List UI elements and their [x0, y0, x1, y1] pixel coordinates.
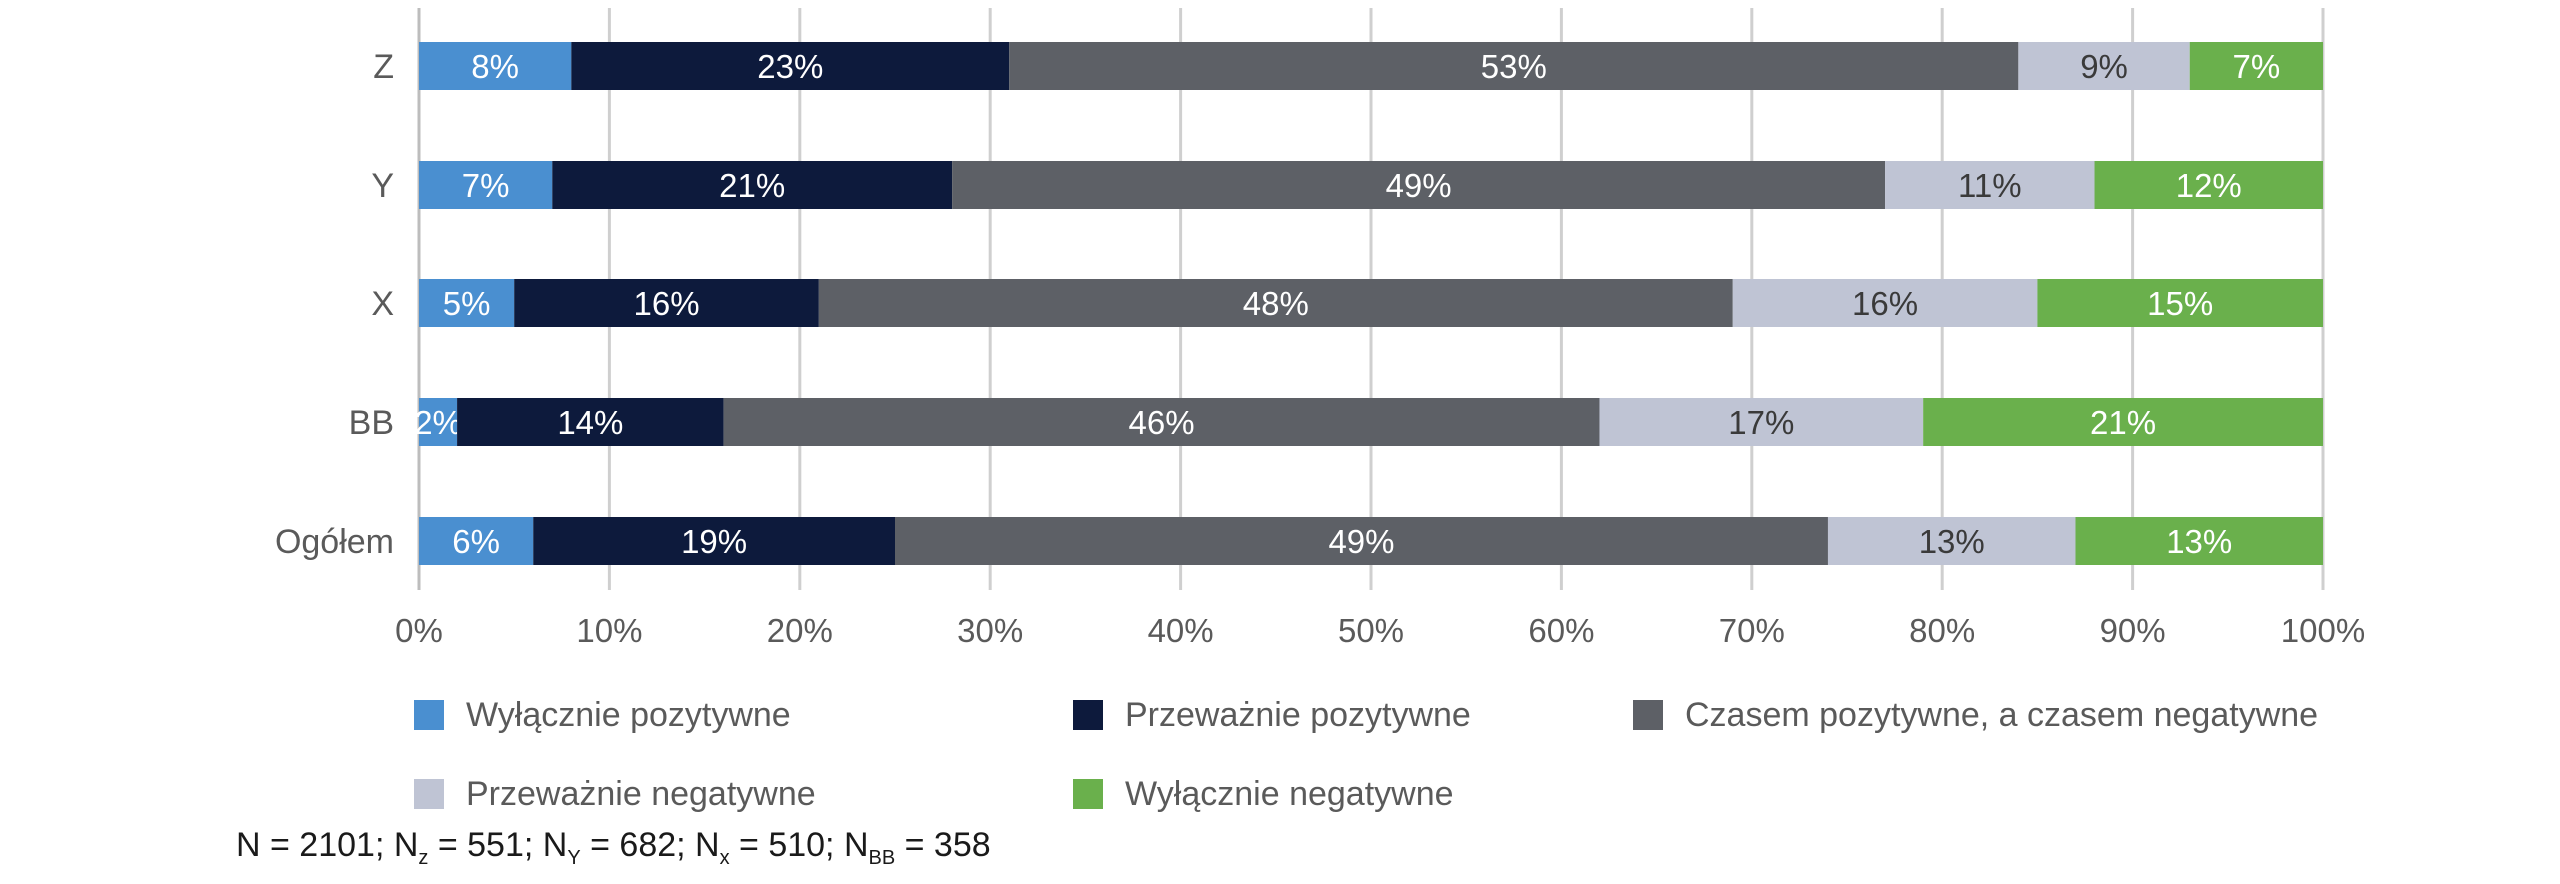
x-tick-label: 30%	[957, 612, 1023, 649]
data-label: 21%	[2090, 404, 2156, 441]
bar-segment	[514, 279, 819, 327]
bar-segment	[571, 42, 1010, 90]
data-label: 19%	[681, 523, 747, 560]
x-tick-label: 60%	[1528, 612, 1594, 649]
footnote-text: = 551; N	[428, 826, 568, 864]
bar-segment	[533, 517, 895, 565]
x-tick-label: 90%	[2100, 612, 2166, 649]
legend-label: Przeważnie pozytywne	[1125, 696, 1471, 734]
data-label: 21%	[719, 167, 785, 204]
data-label: 11%	[1958, 167, 2022, 204]
data-label: 14%	[557, 404, 623, 441]
data-label: 49%	[1386, 167, 1452, 204]
sample-size-footnote: N = 2101; Nz = 551; NY = 682; Nx = 510; …	[236, 826, 991, 870]
bar-segment	[457, 398, 724, 446]
x-tick-label: 40%	[1148, 612, 1214, 649]
legend-label: Przeważnie negatywne	[466, 775, 816, 813]
legend-swatch	[1073, 700, 1103, 730]
footnote-subscript: Y	[567, 847, 581, 869]
data-label: 5%	[443, 285, 491, 322]
legend: Wyłącznie pozytywne Przeważnie pozytywne C…	[414, 696, 2318, 813]
x-axis-ticks: 0% 10% 20% 30% 40% 50% 60% 70% 80% 90% 100%	[395, 612, 2365, 649]
bar-segment	[419, 279, 515, 327]
footnote-text: = 358	[895, 826, 991, 864]
legend-label: Czasem pozytywne, a czasem negatywne	[1685, 696, 2318, 734]
x-tick-label: 70%	[1719, 612, 1785, 649]
legend-swatch	[1073, 779, 1103, 809]
x-tick-label: 10%	[576, 612, 642, 649]
data-label: 6%	[452, 523, 500, 560]
legend-label: Wyłącznie negatywne	[1125, 775, 1454, 813]
bar-segment	[1009, 42, 2019, 90]
data-label: 49%	[1328, 523, 1394, 560]
footnote-text: = 682; N	[580, 826, 720, 864]
bars: 8% 23% 53% 9% 7% 7% 21% 49% 11% 12% 5% 16% 48% 16% 15%…	[414, 42, 2323, 565]
bar-segment	[2037, 279, 2323, 327]
x-tick-label: 80%	[1909, 612, 1975, 649]
bar-segment	[818, 279, 1733, 327]
data-label: 48%	[1243, 285, 1309, 322]
category-label: Z	[373, 48, 394, 86]
data-label: 53%	[1481, 48, 1547, 85]
x-tick-label: 50%	[1338, 612, 1404, 649]
data-label: 7%	[462, 167, 510, 204]
data-label: 13%	[2166, 523, 2232, 560]
bar-segment	[1599, 398, 1924, 446]
data-label: 13%	[1919, 523, 1985, 560]
bar-segment	[723, 398, 1600, 446]
bar-segment	[952, 161, 1886, 209]
x-tick-label: 0%	[395, 612, 443, 649]
bar-segment	[419, 161, 553, 209]
bar-segment	[895, 517, 1828, 565]
bar-segment	[1732, 279, 2038, 327]
data-label: 17%	[1728, 404, 1794, 441]
category-label: X	[371, 285, 394, 323]
data-label: 16%	[633, 285, 699, 322]
data-label: 8%	[471, 48, 519, 85]
x-tick-label: 100%	[2281, 612, 2365, 649]
category-label: Ogółem	[275, 523, 394, 561]
footnote-text: = 510; N	[729, 826, 869, 864]
bar-segment	[552, 161, 953, 209]
legend-label: Wyłącznie pozytywne	[466, 696, 791, 734]
category-label: BB	[349, 404, 394, 442]
x-tick-label: 20%	[767, 612, 833, 649]
bar-segment	[2018, 42, 2190, 90]
legend-swatch	[414, 779, 444, 809]
data-label: 2%	[414, 404, 462, 441]
category-label: Y	[371, 167, 394, 205]
bar-segment	[419, 42, 572, 90]
bar-segment	[419, 517, 534, 565]
bar-segment	[1827, 517, 2076, 565]
bar-segment	[419, 398, 458, 446]
data-label: 16%	[1852, 285, 1918, 322]
bar-segment	[2094, 161, 2323, 209]
footnote-text: N = 2101; N	[236, 826, 419, 864]
bar-segment	[1885, 161, 2095, 209]
bar-segment	[2075, 517, 2323, 565]
bar-segment	[2189, 42, 2323, 90]
data-label: 9%	[2080, 48, 2128, 85]
data-label: 23%	[757, 48, 823, 85]
footnote-subscript: x	[719, 847, 730, 869]
footnote-subscript: z	[418, 847, 429, 869]
footnote-subscript: BB	[868, 847, 896, 869]
data-label: 15%	[2147, 285, 2213, 322]
category-labels: Z Y X BB Ogółem	[275, 48, 394, 561]
legend-swatch	[414, 700, 444, 730]
legend-swatch	[1633, 700, 1663, 730]
data-label: 7%	[2233, 48, 2281, 85]
bar-segment	[1923, 398, 2323, 446]
data-label: 12%	[2176, 167, 2242, 204]
data-label: 46%	[1129, 404, 1195, 441]
